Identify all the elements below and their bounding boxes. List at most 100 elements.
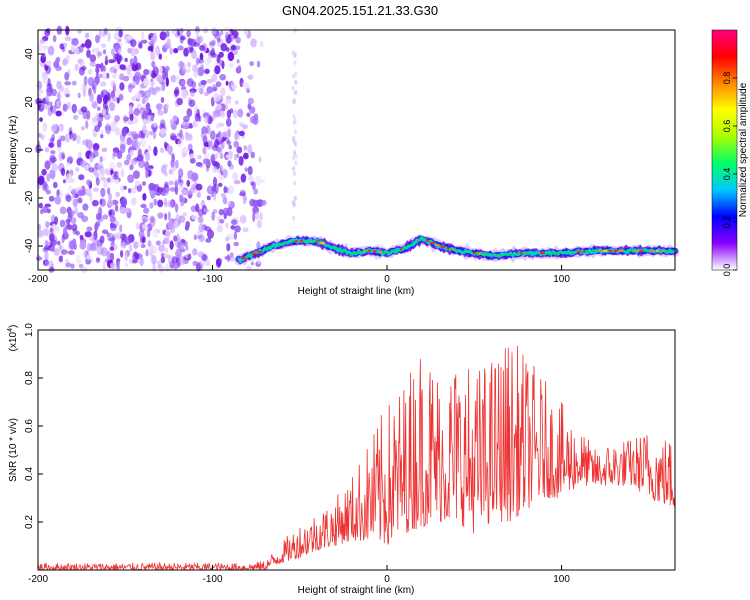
spectral-noise-blob [150, 80, 155, 87]
spectral-noise-blob [107, 187, 111, 195]
spectral-noise-blob [59, 135, 66, 142]
spectral-noise-blob [103, 112, 111, 120]
spectral-noise-blob [259, 40, 264, 48]
spectral-noise-blob [250, 181, 255, 186]
spectral-noise-blob [91, 80, 98, 88]
spectral-noise-blob [243, 145, 248, 151]
spectral-noise-blob [76, 134, 81, 145]
spectral-noise-blob [56, 240, 61, 246]
spectral-noise-blob [64, 36, 72, 42]
spectral-noise-blob [170, 158, 176, 169]
spectral-noise-blob [142, 223, 147, 229]
spectral-noise-blob [239, 77, 244, 88]
snr-series-line [38, 345, 675, 570]
spectral-peak-dot [618, 249, 624, 252]
spectral-noise-blob [109, 246, 115, 251]
spectral-noise-blob [48, 260, 54, 268]
spectral-noise-blob [149, 217, 156, 227]
spectral-noise-blob [246, 112, 251, 118]
spectral-noise-blob [195, 183, 203, 191]
spectral-noise-blob [155, 45, 161, 56]
colorbar-label: Normalized spectral amplitude [738, 82, 749, 217]
spectral-noise-blob [169, 47, 173, 55]
spectral-noise-blob [100, 187, 106, 198]
spectral-noise-blob [219, 30, 224, 36]
spectral-noise-blob [87, 69, 93, 75]
spectral-noise-blob [110, 80, 116, 88]
spectral-noise-blob [173, 235, 178, 242]
spectral-noise-blob [143, 77, 150, 87]
spectral-noise-blob [54, 216, 58, 225]
spectral-noise-blob [218, 209, 225, 216]
spectral-noise-blob [178, 182, 184, 192]
spectral-noise-blob [187, 61, 192, 68]
spectral-noise-blob [176, 233, 180, 240]
spectral-noise-blob [197, 58, 205, 64]
spectral-ridge-band [237, 237, 676, 261]
spectral-noise-blob [250, 151, 255, 159]
spectral-noise-blob [219, 110, 226, 119]
spectral-noise-blob [148, 165, 154, 170]
spectral-noise-blob [110, 262, 116, 270]
spectral-streak [291, 85, 295, 91]
spectral-noise-blob [45, 221, 50, 229]
spectral-noise-blob [124, 251, 128, 262]
spectral-noise-blob [230, 219, 238, 225]
spectral-noise-blob [207, 184, 213, 194]
spectral-noise-blob [137, 259, 145, 265]
y-tick-label: 40 [24, 48, 35, 60]
spectral-noise-blob [247, 74, 254, 80]
spectral-noise-blob [132, 170, 140, 179]
spectral-noise-blob [62, 58, 68, 66]
spectral-noise-blob [46, 173, 51, 182]
spectral-peak-dot [440, 245, 446, 249]
spectral-noise-blob [119, 82, 125, 91]
spectral-noise-blob [123, 75, 130, 82]
colorbar-tick-label: 0.8 [722, 72, 732, 85]
spectral-noise-blob [140, 138, 147, 148]
spectral-noise-blob [102, 214, 109, 220]
spectral-noise-blob [259, 212, 263, 221]
spectral-noise-blob [100, 129, 104, 135]
spectral-peak-dot [661, 249, 665, 252]
spectral-noise-blob [215, 123, 221, 129]
spectral-noise-blob [113, 151, 118, 157]
spectral-noise-blob [129, 113, 134, 121]
spectral-noise-blob [95, 177, 100, 186]
spectral-noise-blob [56, 80, 62, 90]
spectral-noise-blob [132, 259, 138, 264]
spectral-noise-blob [145, 129, 150, 139]
spectral-noise-blob [142, 193, 147, 201]
spectral-noise-blob [47, 78, 51, 87]
spectral-noise-blob [135, 48, 139, 55]
spectral-noise-blob [140, 243, 146, 249]
spectral-noise-blob [104, 27, 108, 35]
spectral-noise-blob [217, 145, 223, 155]
spectral-noise-blob [36, 152, 42, 158]
spectral-noise-blob [214, 65, 221, 75]
spectral-noise-blob [152, 228, 159, 238]
spectral-streak [293, 90, 297, 96]
spectral-noise-blob [218, 174, 225, 181]
spectral-noise-blob [163, 184, 170, 194]
spectral-noise-blob [151, 255, 157, 265]
spectral-noise-blob [196, 262, 201, 272]
spectral-noise-blob [189, 99, 193, 104]
spectral-noise-blob [71, 190, 77, 199]
spectral-noise-blob [60, 167, 66, 176]
spectral-noise-blob [68, 185, 73, 194]
spectral-noise-blob [143, 68, 150, 76]
spectral-noise-blob [225, 80, 229, 86]
spectral-noise-blob [147, 169, 152, 177]
colorbar: 0.0 0.2 0.4 0.6 0.8 Normalized spectral ampl… [711, 29, 749, 276]
spectral-noise-blob [132, 133, 140, 139]
spectral-noise-blob [211, 211, 216, 221]
spectral-noise-blob [184, 124, 190, 130]
spectral-noise-blob [78, 45, 84, 53]
spectral-noise-blob [221, 131, 229, 138]
spectral-noise-blob [149, 215, 155, 223]
colorbar-gradient [711, 29, 738, 271]
spectral-noise-blob [70, 263, 75, 269]
spectral-noise-blob [78, 66, 85, 76]
spectral-noise-blob [163, 237, 170, 245]
